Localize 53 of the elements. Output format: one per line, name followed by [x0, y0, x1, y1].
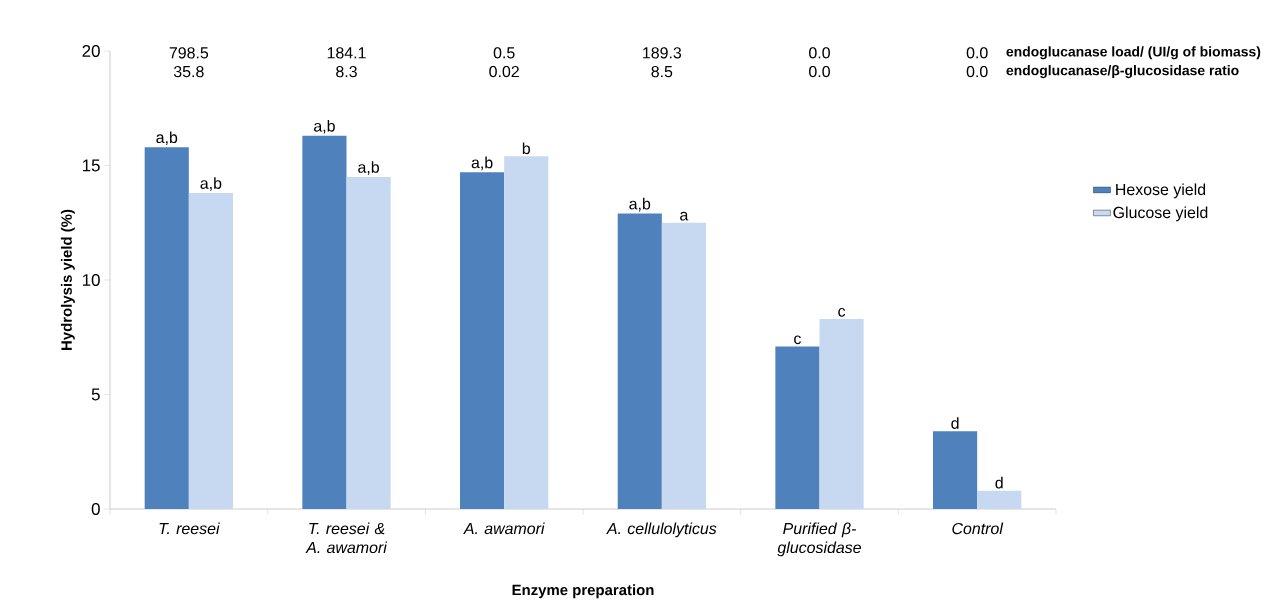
annotation: 184.1: [327, 47, 366, 59]
annotation: 8.5: [651, 65, 673, 78]
data-label: c: [838, 308, 846, 317]
x-tick-label: Control: [952, 522, 1004, 535]
annotation: 0.0: [966, 47, 988, 59]
x-tick-label: A. awamori: [463, 522, 545, 535]
y-tick-label: 5: [91, 388, 100, 401]
x-tick-label: T. reesei & A. awamori: [305, 522, 388, 554]
y-tick-label: 20: [82, 45, 100, 57]
annotation: endoglucanase load/ (UI/g of biomass): [1006, 46, 1261, 60]
bar: [346, 176, 391, 509]
data-label: a,b: [358, 161, 379, 175]
bar: [504, 156, 549, 509]
y-tick-label: 0: [91, 503, 100, 515]
bar: [977, 490, 1022, 509]
annotation: 35.8: [173, 65, 204, 78]
annotation: 0.0: [809, 47, 830, 59]
x-tick-label: T. reesei: [159, 522, 220, 535]
bar: [819, 318, 864, 509]
x-axis-title: Enzyme preparation: [512, 584, 654, 599]
y-axis-title: Hydrolysis yield (%): [60, 209, 75, 350]
bar: [661, 222, 706, 509]
data-label: d: [995, 476, 1003, 489]
annotation: 0.0: [809, 65, 830, 78]
bar: [144, 147, 189, 509]
data-label: a: [680, 211, 689, 221]
bar: [302, 135, 347, 509]
data-label: a,b: [156, 131, 178, 145]
legend-label: Hexose yield: [1116, 183, 1206, 199]
data-label: a,b: [629, 197, 651, 212]
annotation: 0.02: [489, 65, 519, 78]
data-label: a,b: [471, 156, 493, 171]
y-tick-label: 10: [82, 274, 100, 286]
annotation: 8.3: [336, 65, 357, 78]
legend-label: Glucose yield: [1113, 206, 1208, 222]
bar: [775, 346, 820, 509]
annotation: endoglucanase/β-glucosidase ratio: [1006, 65, 1239, 79]
x-tick-label: Purified β-glucosidase: [777, 522, 861, 557]
data-label: a,b: [314, 119, 335, 134]
y-tick-label: 15: [82, 159, 100, 172]
data-label: d: [951, 417, 959, 429]
data-label: b: [522, 142, 530, 155]
bar: [188, 192, 233, 509]
data-label: a,b: [200, 177, 222, 191]
annotation: 798.5: [169, 47, 209, 59]
annotation: 189.3: [643, 47, 682, 59]
annotation: 0.5: [493, 47, 515, 59]
annotation: 0.0: [966, 65, 988, 78]
data-label: c: [794, 335, 801, 345]
x-tick-label: A. cellulolyticus: [606, 522, 717, 538]
bar: [617, 213, 662, 509]
bar: [460, 172, 505, 509]
bar: [933, 431, 978, 509]
